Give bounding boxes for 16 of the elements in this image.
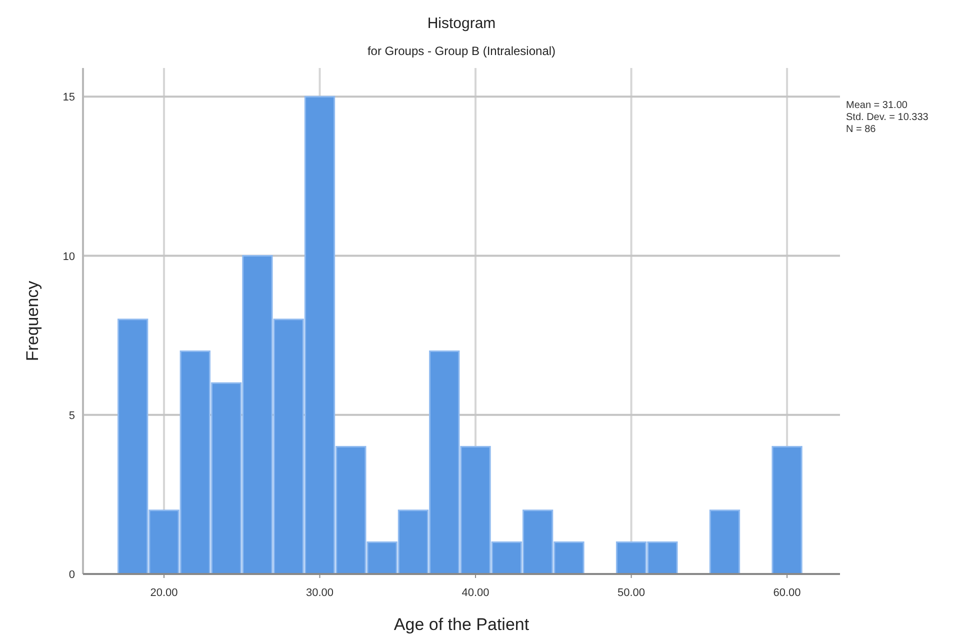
- text: N = 86: [846, 124, 876, 135]
- x-tick-label: 50.00: [618, 587, 646, 599]
- y-axis-title: Frequency: [23, 280, 42, 362]
- y-tick-label: 0: [68, 569, 75, 581]
- x-tick-label: 40.00: [462, 587, 490, 599]
- x-tick-label: 60.00: [773, 587, 801, 599]
- y-tick-label: 5: [68, 410, 75, 422]
- x-tick-label: 30.00: [306, 587, 334, 599]
- y-tick-label: 10: [62, 250, 75, 263]
- text: Std. Dev. = 10.333: [846, 112, 929, 123]
- y-tick-label: 15: [62, 92, 75, 104]
- chart-subtitle: for Groups - Group B (Intralesional): [367, 44, 556, 58]
- x-axis-title: Age of the Patient: [394, 615, 530, 634]
- chart-title: Histogram: [427, 15, 496, 32]
- text: Mean = 31.00: [846, 100, 908, 111]
- x-tick-label: 20.00: [150, 587, 178, 599]
